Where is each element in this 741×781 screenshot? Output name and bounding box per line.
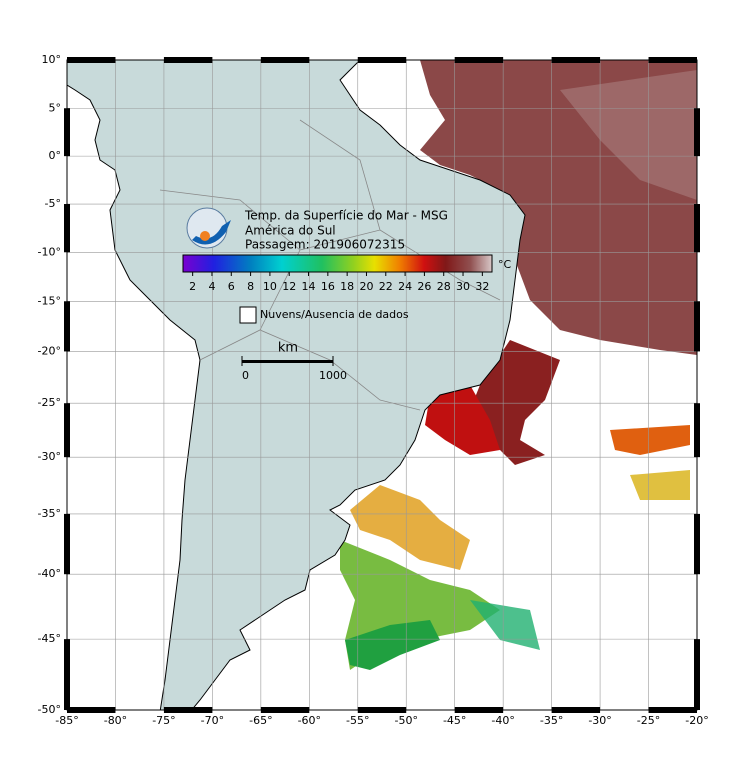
lon-tick-label: -75° xyxy=(152,714,175,727)
lat-tick-label: 0° xyxy=(49,149,62,162)
lon-tick-label: -65° xyxy=(249,714,272,727)
lat-tick-label: 5° xyxy=(49,101,62,114)
frame-bar xyxy=(64,513,70,575)
scale-tick-label: 1000 xyxy=(319,369,347,382)
frame-bar xyxy=(64,301,70,352)
sst-orange xyxy=(610,425,690,455)
colorbar-tick-label: 24 xyxy=(398,280,412,293)
lat-tick-label: -10° xyxy=(38,245,61,258)
lon-tick-label: -80° xyxy=(104,714,127,727)
lon-tick-label: -70° xyxy=(201,714,224,727)
lat-tick-label: -50° xyxy=(38,703,61,716)
frame-bar xyxy=(694,639,700,710)
cloud-swatch xyxy=(239,306,257,324)
legend-label: Nuvens/Ausencia de dados xyxy=(260,308,409,321)
lon-tick-label: -25° xyxy=(637,714,660,727)
map-pass: Passagem: 201906072315 xyxy=(245,238,405,252)
frame-bar xyxy=(260,707,310,713)
frame-bar xyxy=(64,639,70,710)
lat-tick-label: 10° xyxy=(42,53,62,66)
lat-tick-label: -35° xyxy=(38,507,61,520)
frame-bar xyxy=(694,204,700,253)
lon-tick-label: -20° xyxy=(685,714,708,727)
frame-bar xyxy=(64,204,70,253)
frame-bar xyxy=(64,403,70,458)
colorbar-tick-label: 20 xyxy=(359,280,373,293)
frame-bar xyxy=(163,57,213,63)
lat-tick-label: -15° xyxy=(38,294,61,307)
frame-bar xyxy=(67,57,116,63)
colorbar-tick-label: 30 xyxy=(456,280,470,293)
sst-layer xyxy=(67,60,697,710)
lon-tick-label: -30° xyxy=(588,714,611,727)
lat-tick-label: -30° xyxy=(38,450,61,463)
frame-bar xyxy=(64,108,70,157)
south-america xyxy=(67,60,526,710)
colorbar-tick-label: 6 xyxy=(228,280,235,293)
colorbar-tick-label: 4 xyxy=(208,280,215,293)
colorbar-tick-label: 28 xyxy=(437,280,451,293)
lon-tick-label: -85° xyxy=(55,714,78,727)
frame-bar xyxy=(357,707,407,713)
frame-bar xyxy=(163,707,213,713)
frame-bar xyxy=(260,57,310,63)
map-region: América do Sul xyxy=(245,224,336,238)
logo-sun xyxy=(200,231,210,241)
frame-bar xyxy=(357,57,407,63)
colorbar-tick-label: 16 xyxy=(321,280,335,293)
frame-bar xyxy=(551,57,601,63)
lon-tick-label: -60° xyxy=(298,714,321,727)
lon-tick-label: -45° xyxy=(443,714,466,727)
lat-tick-label: -25° xyxy=(38,396,61,409)
sst-yellow-e xyxy=(630,470,690,500)
lon-tick-label: -55° xyxy=(346,714,369,727)
scale-unit: km xyxy=(278,341,298,356)
colorbar-tick-label: 10 xyxy=(263,280,277,293)
colorbar-tick-label: 18 xyxy=(340,280,354,293)
colorbar-tick-label: 26 xyxy=(417,280,431,293)
colorbar: °C 2 4 6 8 10 12 14 16 18 20 22 24 26 28 30 32 xyxy=(182,254,512,293)
lat-tick-label: -5° xyxy=(45,197,61,210)
frame-bar xyxy=(694,403,700,458)
colorbar-tick-label: 14 xyxy=(302,280,316,293)
frame-bar xyxy=(648,707,697,713)
frame-bar xyxy=(694,301,700,352)
sst-warmest xyxy=(560,70,697,200)
scale-rule xyxy=(242,360,333,363)
frame-bar xyxy=(694,108,700,157)
colorbar-ramp xyxy=(182,254,493,273)
colorbar-tick-label: 8 xyxy=(247,280,254,293)
frame-bar xyxy=(648,57,697,63)
scale-tick-label: 0 xyxy=(242,369,249,382)
sst-yellow xyxy=(350,485,470,570)
frame-bar xyxy=(454,707,504,713)
frame-bar xyxy=(454,57,504,63)
colorbar-tick-label: 12 xyxy=(282,280,296,293)
sst-green2 xyxy=(345,620,440,670)
lon-tick-label: -50° xyxy=(394,714,417,727)
colorbar-tick-label: 2 xyxy=(189,280,196,293)
frame-bar xyxy=(551,707,601,713)
lon-tick-label: -40° xyxy=(491,714,514,727)
colorbar-tick-label: 22 xyxy=(379,280,393,293)
lat-tick-label: -45° xyxy=(38,632,61,645)
sst-teal xyxy=(470,600,540,650)
colorbar-tick-label: 32 xyxy=(475,280,489,293)
lon-tick-label: -35° xyxy=(540,714,563,727)
lat-tick-label: -20° xyxy=(38,344,61,357)
colorbar-unit: °C xyxy=(498,258,512,271)
frame xyxy=(64,57,700,713)
map-title: Temp. da Superfície do Mar - MSG xyxy=(244,209,448,223)
frame-bar xyxy=(694,513,700,575)
frame-bar xyxy=(67,707,116,713)
sst-red2 xyxy=(425,385,500,455)
lat-tick-label: -40° xyxy=(38,567,61,580)
scale-bar: km 0 1000 xyxy=(241,341,347,382)
